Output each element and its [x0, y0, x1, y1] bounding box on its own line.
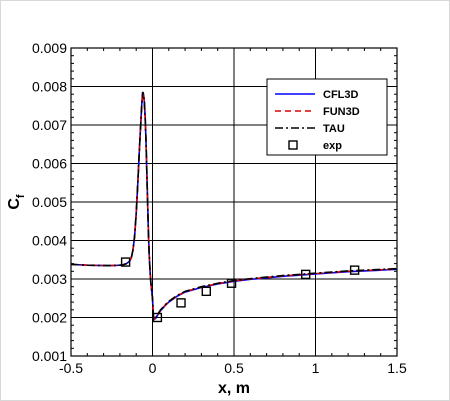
y-tick-label: 0.004 — [32, 233, 67, 249]
x-tick-label: 1 — [312, 360, 320, 376]
data-series — [71, 90, 397, 323]
legend-box — [266, 78, 388, 156]
y-tick-label: 0.007 — [32, 117, 67, 133]
axis-labels: x, m Cf — [6, 194, 250, 397]
exp-data-point — [349, 265, 360, 275]
legend-label-cfl3d: CFL3D — [323, 89, 359, 101]
exp-data-point — [176, 298, 186, 308]
exp-data-point — [152, 312, 163, 323]
legend-label-exp: exp — [323, 140, 342, 152]
y-tick-label: 0.006 — [32, 156, 67, 172]
y-axis-label-subscript: f — [15, 194, 27, 198]
y-tick-label: 0.002 — [32, 310, 67, 326]
y-axis-label: Cf — [6, 194, 27, 210]
exp-data-point — [201, 286, 211, 297]
axis-ticks: -0.5 0 0.5 1 1.5 0.001 0.002 0.003 0.004 0.005 0.0… — [32, 40, 407, 376]
x-tick-label: -0.5 — [59, 360, 83, 376]
x-tick-label: 0 — [149, 360, 157, 376]
y-tick-label: 0.003 — [32, 271, 67, 287]
x-tick-label: 0.5 — [224, 360, 244, 376]
legend: CFL3D FUN3D TAU exp — [266, 78, 388, 156]
exp-data-point — [120, 257, 131, 267]
y-tick-label: 0.005 — [32, 194, 67, 210]
series-line-fun3d — [71, 90, 397, 321]
legend-label-tau: TAU — [323, 123, 345, 135]
x-axis-label: x, m — [218, 380, 250, 397]
y-axis-label-main: C — [6, 198, 23, 210]
x-tick-label: 1.5 — [387, 360, 407, 376]
y-tick-label: 0.009 — [32, 40, 67, 56]
y-tick-label: 0.001 — [32, 348, 67, 364]
legend-marker-exp — [288, 140, 298, 150]
y-tick-label: 0.008 — [32, 79, 67, 95]
exp-data-point — [226, 278, 237, 288]
series-line-tau — [71, 91, 397, 320]
legend-label-fun3d: FUN3D — [323, 106, 360, 118]
y-axis-label-group: Cf — [6, 194, 27, 210]
exp-data-point — [301, 269, 311, 280]
